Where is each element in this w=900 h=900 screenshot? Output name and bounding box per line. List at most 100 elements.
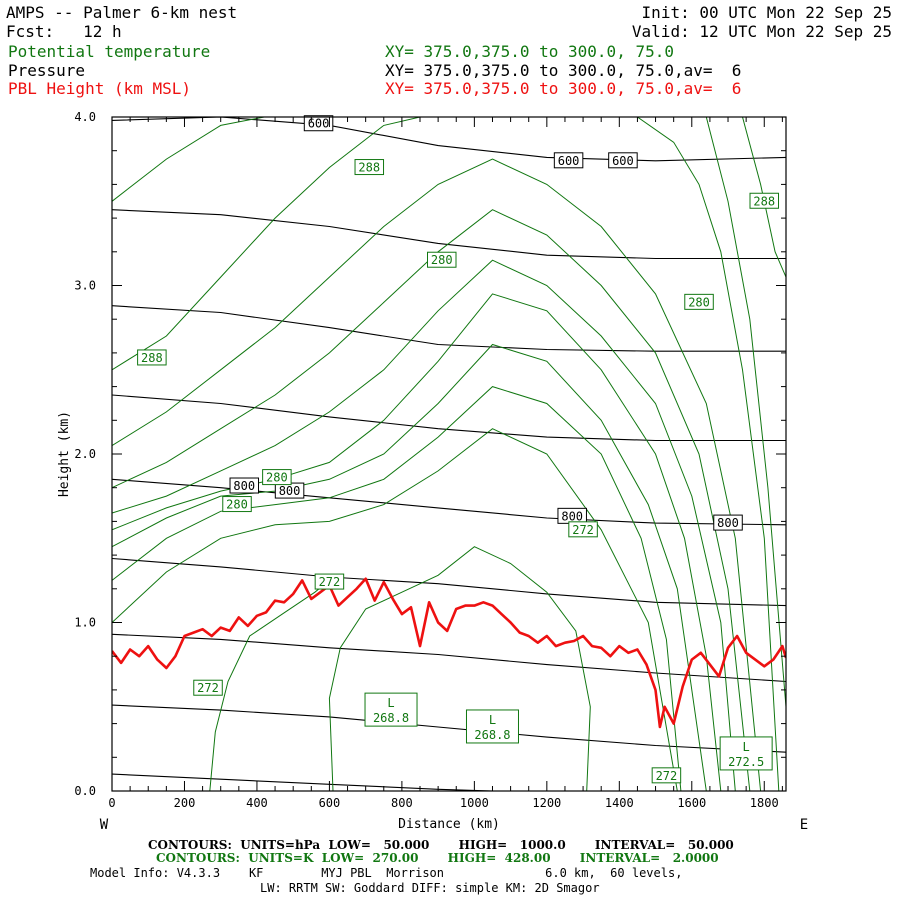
theta-contour-t290-east (705, 117, 786, 707)
pressure-contour-2 (112, 209, 786, 260)
svg-text:800: 800 (279, 484, 301, 498)
init-time: Init: 00 UTC Mon 22 Sep 25 (641, 3, 892, 22)
svg-text:280: 280 (431, 253, 453, 267)
x-tick-label: 1400 (605, 796, 634, 810)
pressure-contour-1 (112, 117, 786, 162)
theta-contour-t288-east (637, 117, 780, 791)
pressure-contour-info: CONTOURS: UNITS=hPa LOW= 50.000 HIGH= 10… (148, 838, 734, 852)
west-label: W (100, 817, 109, 833)
svg-text:272: 272 (319, 575, 341, 589)
low-letter: L (743, 740, 750, 754)
x-tick-label: 0 (108, 796, 115, 810)
physics-info: LW: RRTM SW: Goddard DIFF: simple KM: 2D… (260, 881, 600, 895)
plot-title: AMPS -- Palmer 6-km nest (6, 3, 238, 22)
forecast-hour: Fcst: 12 h (6, 22, 122, 41)
theta-contour-t292-east (742, 117, 786, 278)
svg-text:272: 272 (656, 769, 678, 783)
svg-text:272: 272 (572, 523, 594, 537)
theta-label: 280 (222, 496, 252, 513)
theta-contour-t278 (112, 343, 707, 791)
svg-text:800: 800 (717, 516, 739, 530)
svg-text:600: 600 (612, 154, 634, 168)
theta-contour-info: CONTOURS: UNITS=K LOW= 270.00 HIGH= 428.… (156, 851, 719, 865)
east-label: E (800, 817, 808, 833)
pressure-label: 800 (557, 507, 587, 524)
x-tick-label: 1000 (460, 796, 489, 810)
model-info: Model Info: V4.3.3 KF MYJ PBL Morrison 6… (90, 866, 683, 880)
svg-text:600: 600 (558, 154, 580, 168)
theta-label: 288 (749, 192, 780, 209)
field-xy-pressure: XY= 375.0,375.0 to 300.0, 75.0,av= 6 (385, 61, 742, 80)
pressure-contour-6 (112, 557, 786, 607)
svg-text:280: 280 (226, 498, 248, 512)
y-tick-label: 0.0 (74, 784, 96, 798)
theta-contour-t276 (112, 386, 682, 791)
theta-label: 272 (651, 767, 682, 784)
low-letter: L (489, 713, 496, 727)
svg-text:272: 272 (197, 681, 219, 695)
pressure-label: 800 (713, 514, 743, 531)
svg-text:800: 800 (561, 509, 583, 523)
field-xy-theta: XY= 375.0,375.0 to 300.0, 75.0 (385, 42, 674, 61)
x-tick-label: 1200 (532, 796, 561, 810)
plot-area (112, 117, 786, 791)
y-tick-label: 1.0 (74, 616, 96, 630)
pressure-contour-5 (112, 478, 786, 526)
theta-label: 272 (568, 521, 598, 538)
y-tick-label: 4.0 (74, 110, 96, 124)
theta-label: 272 (314, 573, 345, 590)
x-tick-label: 800 (391, 796, 413, 810)
low-letter: L (387, 696, 394, 710)
svg-text:288: 288 (753, 194, 775, 208)
y-tick-label: 2.0 (74, 447, 96, 461)
pressure-contour-3 (112, 305, 786, 352)
field-name-pbl: PBL Height (km MSL) (8, 79, 192, 98)
low-value: 272.5 (728, 755, 764, 769)
axis-ticks (111, 116, 786, 792)
pressure-label: 800 (274, 482, 305, 499)
svg-text:280: 280 (266, 471, 288, 485)
theta-label: 280 (262, 469, 292, 486)
pbl-height-line (112, 577, 786, 729)
theta-contour-t290 (112, 117, 265, 202)
x-tick-label: 200 (174, 796, 196, 810)
theta-label: 288 (354, 159, 385, 176)
pressure-contour-7 (112, 633, 786, 683)
pressure-label: 600 (608, 152, 638, 169)
pressure-contour-8 (112, 704, 786, 753)
svg-text:800: 800 (233, 479, 255, 493)
svg-text:600: 600 (308, 117, 330, 131)
pressure-label: 600 (303, 115, 334, 132)
theta-contour-t286 (112, 158, 762, 791)
field-xy-pbl: XY= 375.0,375.0 to 300.0, 75.0,av= 6 (385, 79, 742, 98)
low-value: 268.8 (373, 711, 409, 725)
valid-time: Valid: 12 UTC Mon 22 Sep 25 (631, 22, 892, 41)
field-name-theta: Potential temperature (8, 42, 211, 61)
x-tick-label: 600 (319, 796, 341, 810)
theta-label: 280 (684, 293, 714, 310)
theta-contour-t274 (112, 428, 678, 791)
svg-text:280: 280 (688, 295, 710, 309)
y-tick-label: 3.0 (74, 279, 96, 293)
y-axis-label: Height (km) (57, 411, 72, 497)
theta-contour-t282 (112, 259, 736, 791)
theta-label: 288 (137, 349, 167, 366)
theta-contour-t288 (112, 117, 421, 371)
x-tick-label: 1600 (677, 796, 706, 810)
theta-label: 272 (193, 679, 223, 696)
low-value: 268.8 (474, 728, 510, 742)
svg-text:288: 288 (358, 161, 380, 175)
theta-contour-t284 (112, 209, 751, 791)
pressure-label: 600 (553, 152, 584, 169)
theta-label: 280 (427, 251, 457, 268)
theta-contour-t272-dome (328, 546, 591, 791)
field-name-pressure: Pressure (8, 61, 86, 80)
svg-text:288: 288 (141, 351, 163, 365)
x-tick-label: 1800 (750, 796, 779, 810)
pressure-label: 800 (229, 477, 260, 494)
theta-contour-t272-west (209, 580, 330, 791)
